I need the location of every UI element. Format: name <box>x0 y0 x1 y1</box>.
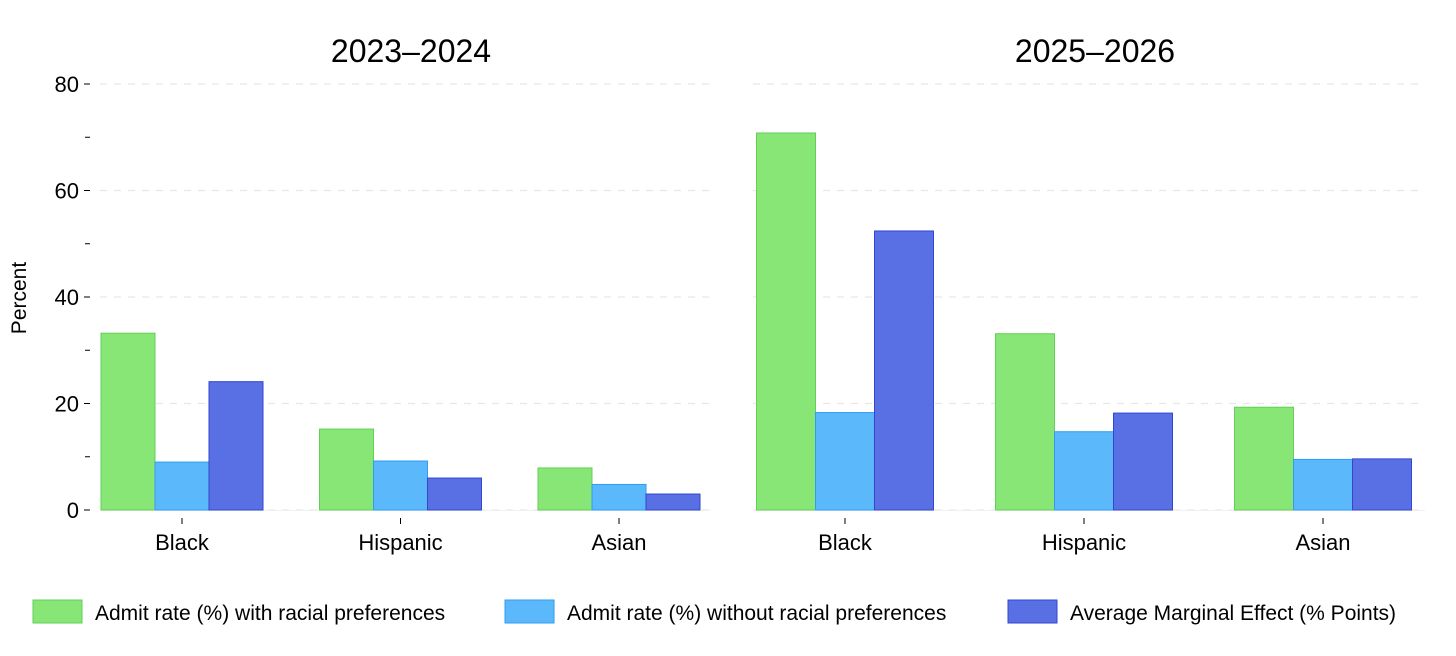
bar <box>1293 458 1353 511</box>
legend-swatch <box>32 599 83 624</box>
bar <box>1234 406 1294 511</box>
y-tick-label: 20 <box>55 392 79 417</box>
bar <box>874 230 934 511</box>
x-tick-label: Hispanic <box>358 530 442 555</box>
bar <box>995 333 1055 511</box>
legend-label: Average Marginal Effect (% Points) <box>1070 602 1396 625</box>
y-tick-label: 0 <box>67 498 79 523</box>
bar <box>756 132 816 511</box>
bar <box>1054 431 1114 511</box>
legend-label: Admit rate (%) with racial preferences <box>95 602 445 625</box>
bar <box>373 460 428 511</box>
bar <box>319 428 374 511</box>
legend-label: Admit rate (%) without racial preference… <box>567 602 946 625</box>
bar <box>1113 412 1173 511</box>
y-axis-label: Percent <box>8 262 31 335</box>
panel-1: 2023–2024 0 20 40 60 80 Black Hispanic Asian <box>55 33 710 555</box>
x-tick-label: Asian <box>591 530 646 555</box>
x-tick-label: Black <box>818 530 873 555</box>
bar <box>427 477 482 511</box>
legend-item: Average Marginal Effect (% Points) <box>1007 599 1396 625</box>
panel-title: 2023–2024 <box>331 33 491 69</box>
x-tick-label: Asian <box>1295 530 1350 555</box>
bar <box>645 493 701 511</box>
legend-item: Admit rate (%) without racial preference… <box>504 599 946 625</box>
panel-2: 2025–2026 Black Hispanic Asian <box>753 33 1425 555</box>
legend-swatch <box>1007 599 1058 624</box>
y-tick-label: 80 <box>55 72 79 97</box>
bar <box>1352 458 1412 511</box>
bar <box>591 483 647 511</box>
panel-title: 2025–2026 <box>1015 33 1175 69</box>
bar <box>815 412 875 511</box>
bar <box>100 332 156 511</box>
legend-swatch <box>504 599 555 624</box>
bar <box>208 381 264 511</box>
legend-item: Admit rate (%) with racial preferences <box>32 599 445 625</box>
y-tick-label: 40 <box>55 285 79 310</box>
legend: Admit rate (%) with racial preferences Ad… <box>32 599 1396 625</box>
bar <box>154 461 210 511</box>
bar <box>537 467 593 511</box>
x-tick-label: Black <box>155 530 210 555</box>
y-tick-label: 60 <box>55 179 79 204</box>
x-tick-label: Hispanic <box>1042 530 1126 555</box>
